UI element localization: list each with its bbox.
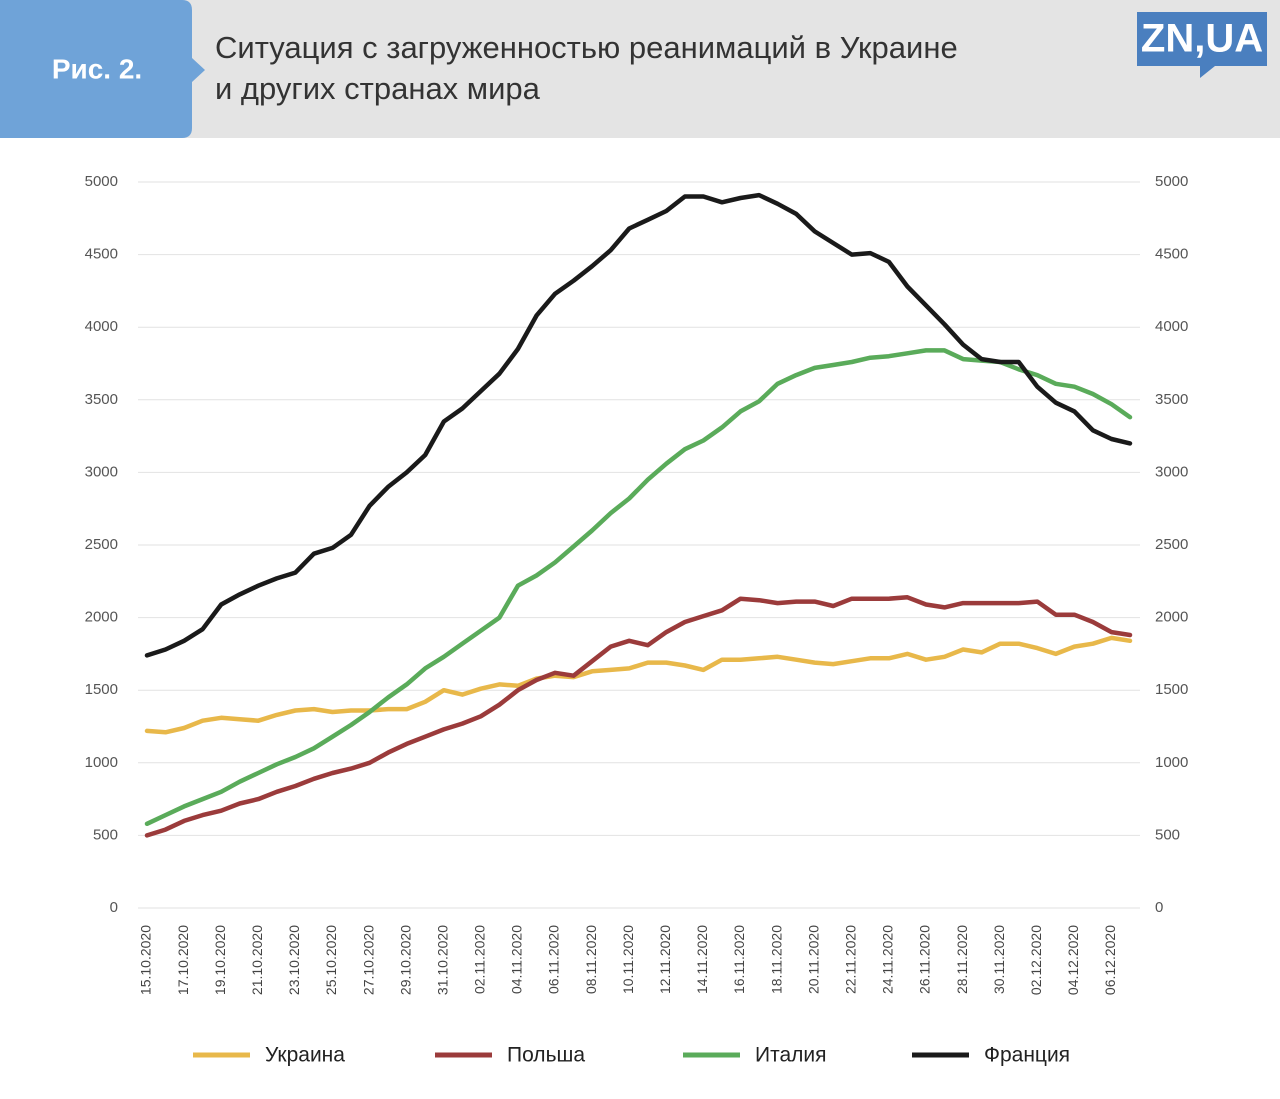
label-box xyxy=(0,0,205,138)
y-tick-label: 2000 xyxy=(85,609,118,626)
legend-label: Украина xyxy=(265,1044,345,1067)
logo: ZN,UA xyxy=(1141,17,1263,61)
y-tick-label: 2500 xyxy=(85,536,118,553)
y-tick-label: 1000 xyxy=(85,754,118,771)
series-line xyxy=(144,595,1133,838)
title-line: и других странах мира xyxy=(215,71,541,106)
x-tick-label: 23.10.2020 xyxy=(286,925,302,995)
y2-tick-label: 3500 xyxy=(1155,391,1188,408)
y2-tick-label: 0 xyxy=(1155,899,1163,916)
series-line xyxy=(144,192,1133,658)
y-tick-label: 500 xyxy=(93,826,118,843)
x-tick-label: 20.11.2020 xyxy=(805,925,821,994)
x-tick-label: 24.11.2020 xyxy=(880,925,896,994)
series-line xyxy=(144,348,1133,827)
y-tick-label: 5000 xyxy=(85,173,118,190)
series-line xyxy=(144,635,1133,735)
x-tick-label: 27.10.2020 xyxy=(360,925,376,995)
legend-label: Франция xyxy=(984,1044,1070,1067)
y-tick-label: 4500 xyxy=(85,246,118,263)
title-line: Ситуация с загруженностью реанимаций в У… xyxy=(215,30,958,65)
x-tick-label: 21.10.2020 xyxy=(249,925,265,995)
legend-label: Италия xyxy=(755,1044,827,1067)
x-tick-label: 19.10.2020 xyxy=(212,925,228,995)
y2-tick-label: 500 xyxy=(1155,826,1180,843)
x-tick-label: 08.11.2020 xyxy=(583,925,599,994)
x-tick-label: 17.10.2020 xyxy=(175,925,191,995)
x-tick-label: 22.11.2020 xyxy=(842,925,858,994)
x-tick-label: 12.11.2020 xyxy=(657,925,673,994)
x-tick-label: 25.10.2020 xyxy=(323,925,339,995)
y-tick-label: 1500 xyxy=(85,681,118,698)
header-bg xyxy=(0,0,1280,138)
y2-tick-label: 1000 xyxy=(1155,754,1188,771)
x-tick-label: 10.11.2020 xyxy=(620,925,636,994)
x-tick-label: 30.11.2020 xyxy=(991,925,1007,994)
x-tick-label: 26.11.2020 xyxy=(917,925,933,994)
logo-bg xyxy=(1137,12,1267,78)
x-tick-label: 18.11.2020 xyxy=(768,925,784,994)
y2-tick-label: 5000 xyxy=(1155,173,1188,190)
y-tick-label: 0 xyxy=(110,899,118,916)
y2-tick-label: 1500 xyxy=(1155,681,1188,698)
y2-tick-label: 2000 xyxy=(1155,609,1188,626)
y2-tick-label: 4500 xyxy=(1155,246,1188,263)
y-tick-label: 3500 xyxy=(85,391,118,408)
x-tick-label: 28.11.2020 xyxy=(954,925,970,994)
x-tick-label: 16.11.2020 xyxy=(731,925,747,994)
x-tick-label: 06.12.2020 xyxy=(1102,925,1118,995)
y2-tick-label: 4000 xyxy=(1155,318,1188,335)
y-tick-label: 3000 xyxy=(85,463,118,480)
x-tick-label: 15.10.2020 xyxy=(138,925,154,995)
legend-label: Польша xyxy=(507,1044,585,1067)
figure-label: Рис. 2. xyxy=(52,53,142,84)
x-tick-label: 02.11.2020 xyxy=(472,925,488,994)
x-tick-label: 29.10.2020 xyxy=(397,925,413,995)
x-tick-label: 04.11.2020 xyxy=(509,925,525,994)
x-tick-label: 14.11.2020 xyxy=(694,925,710,994)
x-tick-label: 04.12.2020 xyxy=(1065,925,1081,995)
y2-tick-label: 2500 xyxy=(1155,536,1188,553)
x-tick-label: 02.12.2020 xyxy=(1028,925,1044,995)
y-tick-label: 4000 xyxy=(85,318,118,335)
x-tick-label: 06.11.2020 xyxy=(546,925,562,994)
x-tick-label: 31.10.2020 xyxy=(434,925,450,995)
y2-tick-label: 3000 xyxy=(1155,463,1188,480)
